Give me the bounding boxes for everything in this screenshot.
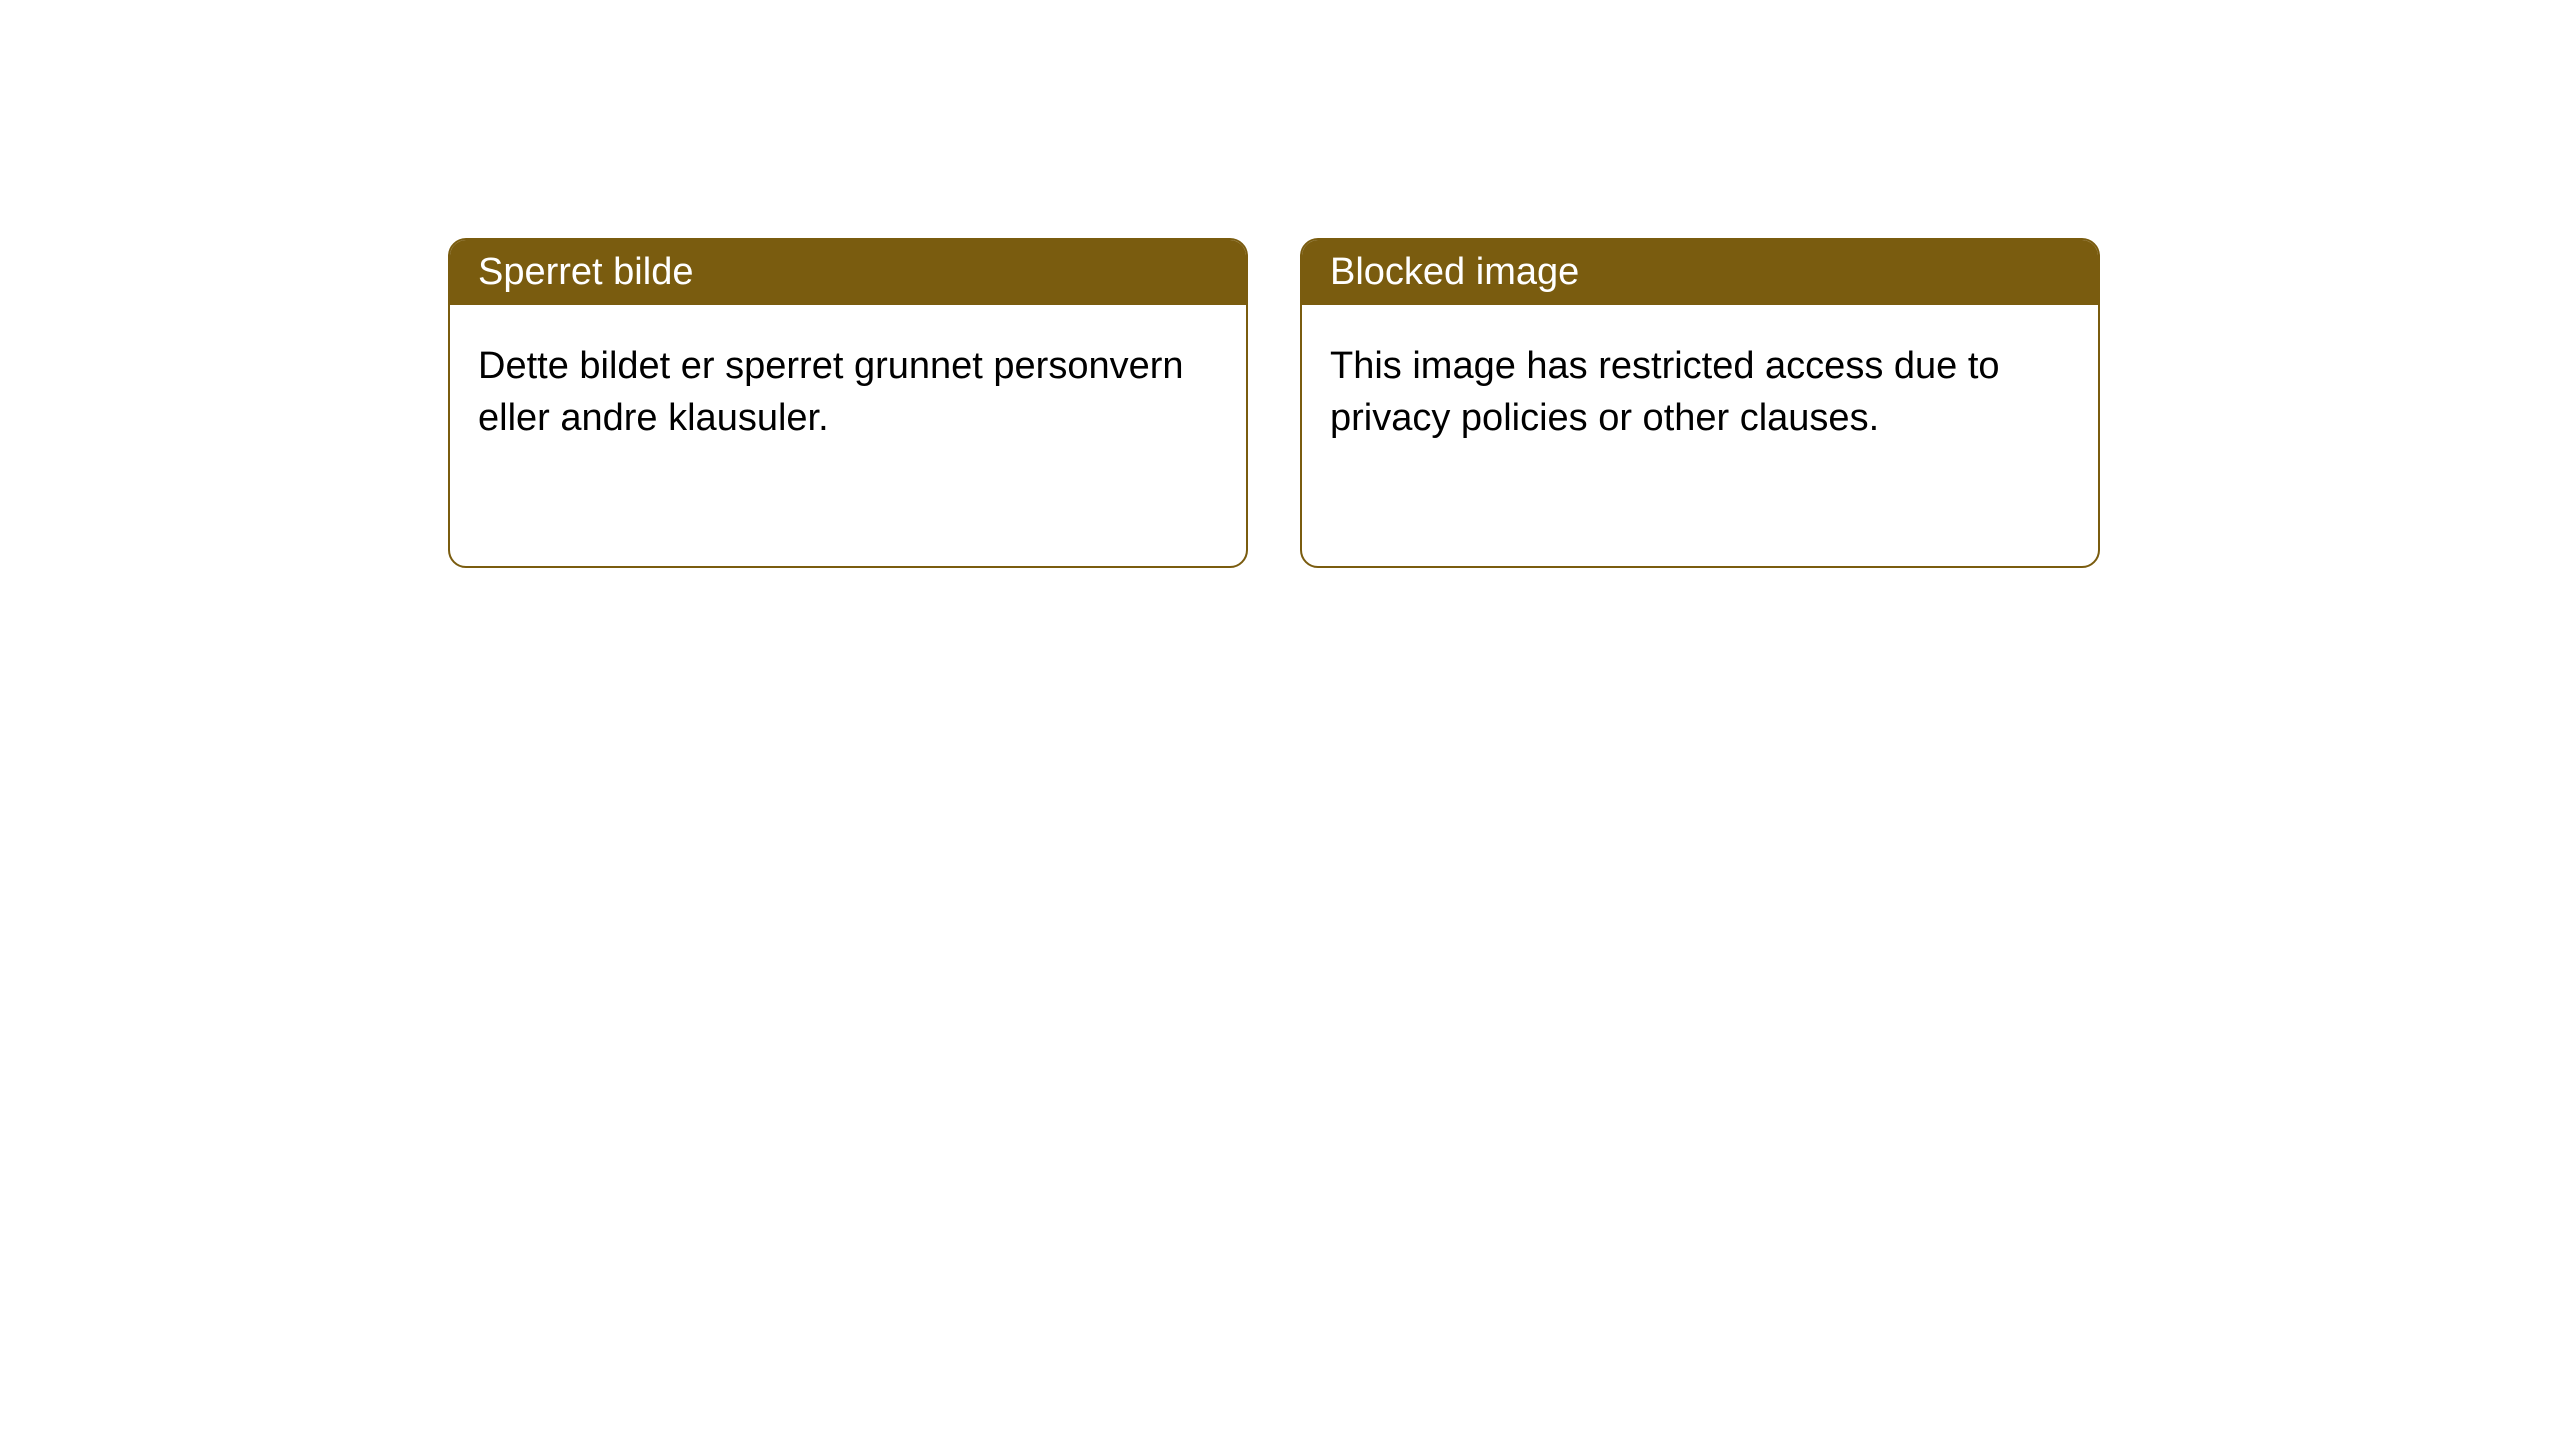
notice-card-english: Blocked image This image has restricted … xyxy=(1300,238,2100,568)
notice-title: Blocked image xyxy=(1302,240,2098,305)
notice-body: This image has restricted access due to … xyxy=(1302,305,2098,480)
notice-body: Dette bildet er sperret grunnet personve… xyxy=(450,305,1246,480)
notice-card-norwegian: Sperret bilde Dette bildet er sperret gr… xyxy=(448,238,1248,568)
notice-title: Sperret bilde xyxy=(450,240,1246,305)
notice-container: Sperret bilde Dette bildet er sperret gr… xyxy=(0,0,2560,568)
